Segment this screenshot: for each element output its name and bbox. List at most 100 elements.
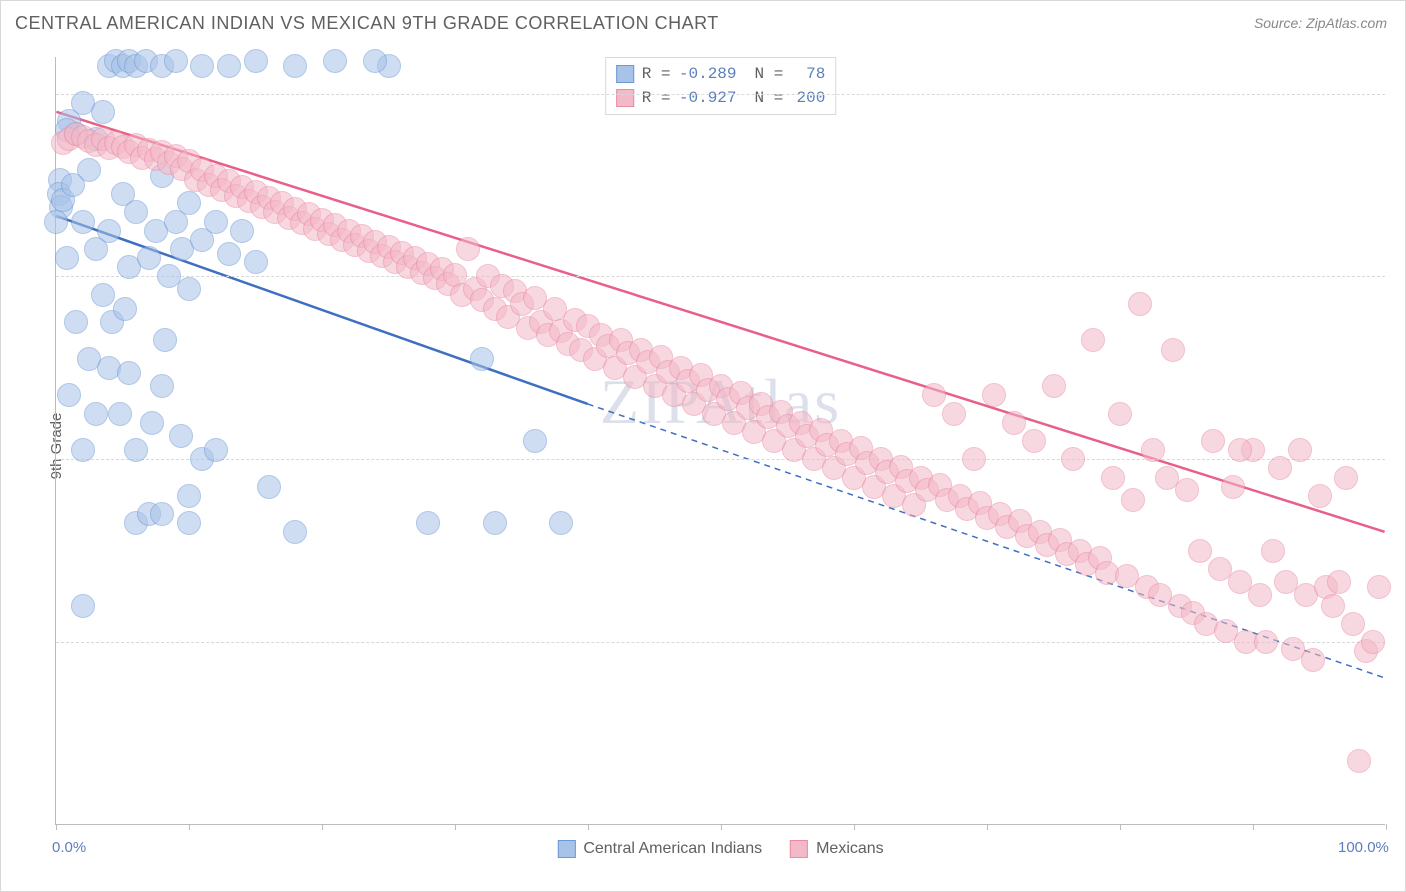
scatter-point bbox=[244, 49, 268, 73]
scatter-point bbox=[523, 429, 547, 453]
gridline bbox=[56, 276, 1385, 277]
scatter-point bbox=[257, 475, 281, 499]
legend-item: Mexicans bbox=[790, 840, 884, 858]
scatter-point bbox=[1022, 429, 1046, 453]
scatter-point bbox=[456, 237, 480, 261]
scatter-point bbox=[1248, 583, 1272, 607]
x-tick bbox=[588, 824, 589, 830]
stats-legend-row: R =-0.289N =78 bbox=[616, 62, 826, 86]
x-tick bbox=[189, 824, 190, 830]
scatter-point bbox=[164, 49, 188, 73]
scatter-point bbox=[1301, 648, 1325, 672]
scatter-point bbox=[177, 511, 201, 535]
scatter-point bbox=[113, 297, 137, 321]
regression-lines bbox=[56, 57, 1385, 824]
n-label: N = bbox=[755, 89, 784, 107]
legend-item: Central American Indians bbox=[557, 840, 762, 858]
legend-swatch bbox=[557, 840, 575, 858]
scatter-point bbox=[1121, 488, 1145, 512]
scatter-point bbox=[64, 310, 88, 334]
chart-title: CENTRAL AMERICAN INDIAN VS MEXICAN 9TH G… bbox=[15, 13, 719, 34]
scatter-point bbox=[1081, 328, 1105, 352]
stats-legend-row: R = -0.927 N = 200 bbox=[616, 86, 826, 110]
scatter-point bbox=[230, 219, 254, 243]
scatter-point bbox=[117, 361, 141, 385]
r-value: -0.289 bbox=[679, 65, 737, 83]
scatter-point bbox=[1161, 338, 1185, 362]
scatter-point bbox=[1261, 539, 1285, 563]
scatter-point bbox=[91, 283, 115, 307]
n-value: 200 bbox=[791, 89, 825, 107]
source-label: Source: ZipAtlas.com bbox=[1254, 15, 1387, 31]
scatter-point bbox=[153, 328, 177, 352]
x-tick bbox=[322, 824, 323, 830]
x-tick bbox=[56, 824, 57, 830]
scatter-point bbox=[44, 210, 68, 234]
scatter-point bbox=[1188, 539, 1212, 563]
scatter-point bbox=[1254, 630, 1278, 654]
scatter-point bbox=[1341, 612, 1365, 636]
scatter-point bbox=[962, 447, 986, 471]
scatter-point bbox=[1367, 575, 1391, 599]
scatter-point bbox=[416, 511, 440, 535]
scatter-point bbox=[244, 250, 268, 274]
scatter-point bbox=[1175, 478, 1199, 502]
scatter-point bbox=[483, 511, 507, 535]
y-tick-label: 100.0% bbox=[1399, 85, 1406, 102]
gridline bbox=[56, 459, 1385, 460]
scatter-point bbox=[150, 502, 174, 526]
scatter-point bbox=[140, 411, 164, 435]
gridline bbox=[56, 642, 1385, 643]
scatter-point bbox=[1101, 466, 1125, 490]
r-label: R = bbox=[642, 89, 671, 107]
scatter-point bbox=[108, 402, 132, 426]
scatter-point bbox=[922, 383, 946, 407]
scatter-point bbox=[1268, 456, 1292, 480]
x-tick-label: 100.0% bbox=[1338, 839, 1389, 856]
scatter-point bbox=[1042, 374, 1066, 398]
scatter-point bbox=[1002, 411, 1026, 435]
scatter-point bbox=[1228, 438, 1252, 462]
scatter-point bbox=[1327, 570, 1351, 594]
x-tick bbox=[854, 824, 855, 830]
x-tick-label: 0.0% bbox=[52, 839, 86, 856]
scatter-point bbox=[204, 210, 228, 234]
scatter-point bbox=[1141, 438, 1165, 462]
scatter-point bbox=[137, 246, 161, 270]
y-tick-label: 90.0% bbox=[1399, 268, 1406, 285]
scatter-point bbox=[549, 511, 573, 535]
x-tick bbox=[455, 824, 456, 830]
scatter-point bbox=[1321, 594, 1345, 618]
scatter-point bbox=[942, 402, 966, 426]
scatter-point bbox=[1201, 429, 1225, 453]
legend-swatch bbox=[790, 840, 808, 858]
scatter-point bbox=[124, 200, 148, 224]
legend-label: Mexicans bbox=[816, 840, 884, 858]
scatter-point bbox=[71, 438, 95, 462]
scatter-point bbox=[177, 191, 201, 215]
legend-swatch bbox=[616, 65, 634, 83]
scatter-point bbox=[97, 219, 121, 243]
scatter-point bbox=[283, 54, 307, 78]
scatter-point bbox=[1334, 466, 1358, 490]
scatter-point bbox=[204, 438, 228, 462]
scatter-point bbox=[190, 54, 214, 78]
scatter-point bbox=[1128, 292, 1152, 316]
scatter-point bbox=[1361, 630, 1385, 654]
x-tick bbox=[721, 824, 722, 830]
scatter-point bbox=[150, 374, 174, 398]
scatter-point bbox=[124, 438, 148, 462]
scatter-point bbox=[71, 210, 95, 234]
x-tick bbox=[1120, 824, 1121, 830]
scatter-point bbox=[177, 484, 201, 508]
scatter-point bbox=[1288, 438, 1312, 462]
r-label: R = bbox=[642, 65, 671, 83]
scatter-point bbox=[177, 277, 201, 301]
scatter-point bbox=[91, 100, 115, 124]
n-value: 78 bbox=[791, 65, 825, 83]
scatter-point bbox=[982, 383, 1006, 407]
scatter-point bbox=[1347, 749, 1371, 773]
y-tick-label: 70.0% bbox=[1399, 634, 1406, 651]
r-value: -0.927 bbox=[679, 89, 737, 107]
chart-container: CENTRAL AMERICAN INDIAN VS MEXICAN 9TH G… bbox=[0, 0, 1406, 892]
